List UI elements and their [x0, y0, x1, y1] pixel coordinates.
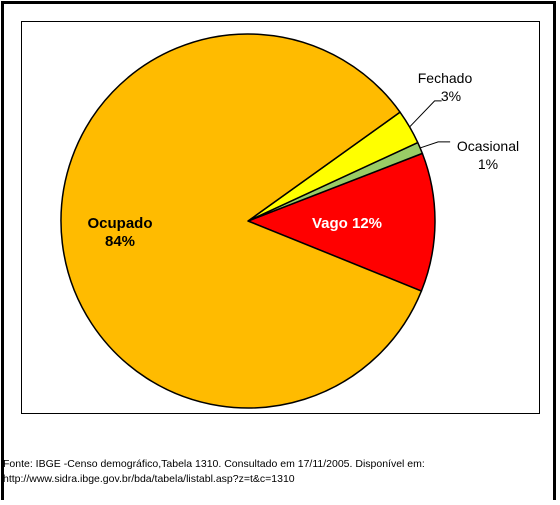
slice-pct-ocupado: 84% [105, 233, 135, 250]
slice-pct-ocasional: 1% [478, 156, 498, 172]
slice-label-fechado: Fechado [418, 70, 473, 86]
pie-slice-vago [247, 152, 436, 292]
slice-pct-fechado: 3% [441, 88, 461, 104]
leader-line-ocasional [419, 141, 451, 149]
source-line-1: Fonte: IBGE -Censo demográfico,Tabela 13… [3, 458, 425, 470]
slice-label-ocupado: Ocupado [87, 215, 152, 232]
leader-line-fechado [409, 100, 442, 128]
plot-area: Vago 12% Ocasional 1% Fechado 3% Ocupado 84% [21, 21, 540, 414]
pie-slice-ocupado [60, 33, 423, 409]
slice-label-vago: Vago 12% [312, 215, 382, 232]
source-line-2: http://www.sidra.ibge.gov.br/bda/tabela/… [3, 473, 295, 485]
source-note: Fonte: IBGE -Censo demográfico,Tabela 13… [3, 457, 548, 487]
figure-frame: Vago 12% Ocasional 1% Fechado 3% Ocupado 84% [1, 1, 556, 500]
slice-label-ocasional: Ocasional [457, 138, 519, 154]
